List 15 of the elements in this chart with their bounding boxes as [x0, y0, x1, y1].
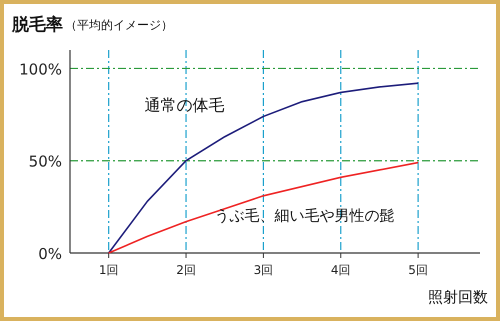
y-axis-title: 脱毛率 [11, 15, 63, 35]
x-axis-title: 照射回数 [428, 288, 488, 306]
y-tick-label: 100% [19, 60, 62, 78]
x-tick-label: 3回 [254, 263, 274, 277]
series-label: 通常の体毛 [144, 96, 225, 115]
line-series [108, 162, 419, 254]
x-tick-label: 5回 [408, 263, 428, 277]
x-tick-label: 4回 [330, 263, 351, 277]
y-tick-label: 0% [38, 245, 62, 263]
line-series [108, 82, 419, 254]
series-label: うぶ毛、細い毛や男性の髭 [214, 206, 395, 225]
text: （平均的イメージ） [65, 18, 173, 32]
x-tick-label: 1回 [98, 263, 118, 277]
x-tick-label: 2回 [176, 263, 196, 277]
y-tick-label: 50% [28, 152, 62, 171]
